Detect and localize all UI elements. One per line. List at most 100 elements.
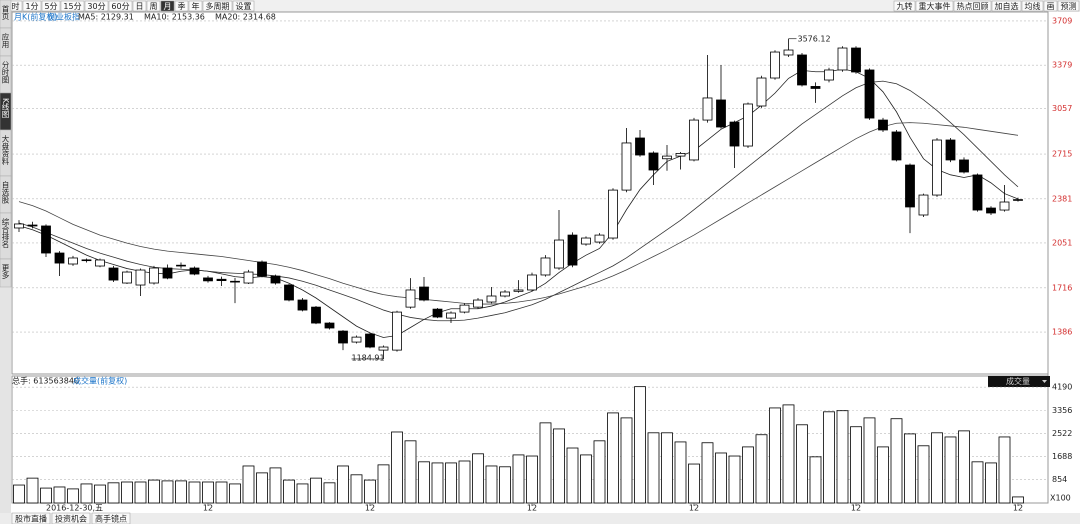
bottom-tab-label[interactable]: 高手镜点	[95, 514, 127, 524]
toolbar-button[interactable]	[991, 0, 1022, 12]
toolbar-button[interactable]	[60, 0, 85, 12]
candle-body	[243, 271, 254, 284]
candle-body	[297, 299, 308, 311]
volume-bar	[121, 481, 133, 504]
candle-body	[27, 224, 38, 227]
volume-bar	[283, 479, 295, 504]
candle-body	[851, 47, 861, 73]
volume-bar	[107, 482, 120, 504]
candle-body	[594, 234, 605, 243]
candle-body	[567, 234, 578, 266]
toolbar-label[interactable]: 周	[150, 2, 158, 11]
volume-bar	[337, 465, 349, 504]
toolbar-button[interactable]	[108, 0, 133, 12]
volume-bar	[229, 483, 241, 504]
sidebar-label[interactable]: 分时图	[1, 61, 10, 85]
candle-body	[878, 119, 888, 131]
bottom-tab[interactable]	[91, 512, 131, 524]
candle-body	[527, 274, 537, 291]
candle-body	[608, 189, 618, 239]
selector-label[interactable]: 成交量	[1006, 376, 1030, 386]
toolbar-button[interactable]	[1057, 0, 1080, 12]
candle-body	[108, 267, 119, 281]
volume-bar	[580, 454, 592, 504]
volume-bar	[566, 447, 579, 504]
toolbar-label[interactable]: 月	[164, 2, 172, 11]
volume-bar	[728, 455, 741, 504]
selector-box[interactable]	[988, 376, 1050, 387]
candle-body	[932, 139, 942, 196]
toolbar-button[interactable]	[953, 0, 992, 12]
sidebar-label[interactable]: 首页	[1, 4, 10, 22]
toolbar-label[interactable]: 九转	[897, 1, 913, 11]
bottom-bar	[0, 513, 1080, 524]
bottom-tab[interactable]	[51, 512, 91, 524]
toolbar-button[interactable]	[132, 0, 147, 12]
y-tick-label: 1386	[1052, 328, 1072, 337]
candle-body	[203, 277, 213, 282]
x-tick-label: 12	[851, 504, 861, 513]
toolbar-label[interactable]: 1分	[25, 2, 38, 11]
volume-bar	[782, 404, 795, 504]
toolbar-button[interactable]	[893, 0, 916, 12]
candle-body	[729, 121, 740, 147]
candle-body	[540, 257, 551, 276]
toolbar-button[interactable]	[84, 0, 109, 12]
candle-body	[648, 152, 659, 171]
toolbar-label[interactable]: 5分	[44, 2, 57, 11]
candle-body	[216, 278, 227, 282]
candle-body	[635, 137, 645, 156]
y-tick-label: 854	[1052, 475, 1067, 484]
sidebar-label[interactable]: K线图	[1, 98, 10, 119]
toolbar-button[interactable]	[174, 0, 189, 12]
sidebar-label[interactable]: 更多	[1, 264, 10, 281]
toolbar-label[interactable]: 热点回顾	[957, 1, 989, 11]
toolbar-label[interactable]: 季	[178, 1, 186, 11]
toolbar-button[interactable]	[41, 0, 61, 12]
candle-body	[918, 194, 929, 216]
toolbar-button[interactable]	[1021, 0, 1044, 12]
sidebar-label[interactable]: 自选股	[1, 180, 10, 205]
sidebar-label[interactable]: 应用	[1, 32, 10, 50]
toolbar-label[interactable]: 15分	[63, 2, 81, 11]
volume-bar	[917, 445, 930, 504]
candle-body	[824, 69, 834, 81]
toolbar-label[interactable]: 画	[1047, 2, 1055, 11]
candle-body	[702, 97, 713, 121]
toolbar-button[interactable]	[146, 0, 161, 12]
volume-bar	[53, 486, 66, 504]
toolbar-label[interactable]: 年	[192, 1, 200, 11]
bottom-tab-label[interactable]: 股市直播	[15, 514, 47, 524]
toolbar-label[interactable]: 30分	[87, 2, 105, 11]
volume-bar	[742, 446, 754, 504]
volume-bar	[215, 481, 228, 504]
sidebar-label[interactable]: 综合排名	[1, 217, 10, 250]
ma-line	[18, 122, 1019, 305]
toolbar-label[interactable]: 均线	[1025, 1, 1041, 11]
candle-body	[473, 299, 483, 308]
toolbar-button[interactable]	[232, 0, 255, 12]
toolbar-label[interactable]: 重大事件	[919, 1, 951, 11]
toolbar-label[interactable]: 日	[136, 2, 144, 11]
sidebar-label[interactable]: 大盘资料	[1, 134, 10, 167]
toolbar-label[interactable]: 分时	[4, 1, 20, 11]
bottom-tab[interactable]	[11, 512, 51, 524]
toolbar-button[interactable]	[202, 0, 233, 12]
toolbar-label[interactable]: 多周期	[206, 1, 230, 11]
candle-body	[999, 201, 1010, 211]
toolbar-label[interactable]: 预测	[1061, 1, 1077, 11]
volume-bar	[526, 455, 538, 504]
bottom-tab-label[interactable]: 投资机会	[55, 514, 87, 524]
toolbar-button[interactable]	[22, 0, 42, 12]
toolbar-label[interactable]: 60分	[111, 2, 129, 11]
selector-arrow[interactable]	[1042, 380, 1047, 383]
toolbar-button[interactable]	[915, 0, 954, 12]
y-tick-label: 2381	[1052, 194, 1072, 203]
toolbar-label[interactable]: 设置	[236, 1, 252, 11]
toolbar-label[interactable]: 加自选	[995, 1, 1019, 11]
sidebar-tab[interactable]	[0, 258, 12, 288]
toolbar-button[interactable]	[1043, 0, 1058, 12]
toolbar-button[interactable]	[188, 0, 203, 12]
toolbar-button[interactable]	[160, 0, 175, 12]
candle-body	[486, 295, 497, 303]
